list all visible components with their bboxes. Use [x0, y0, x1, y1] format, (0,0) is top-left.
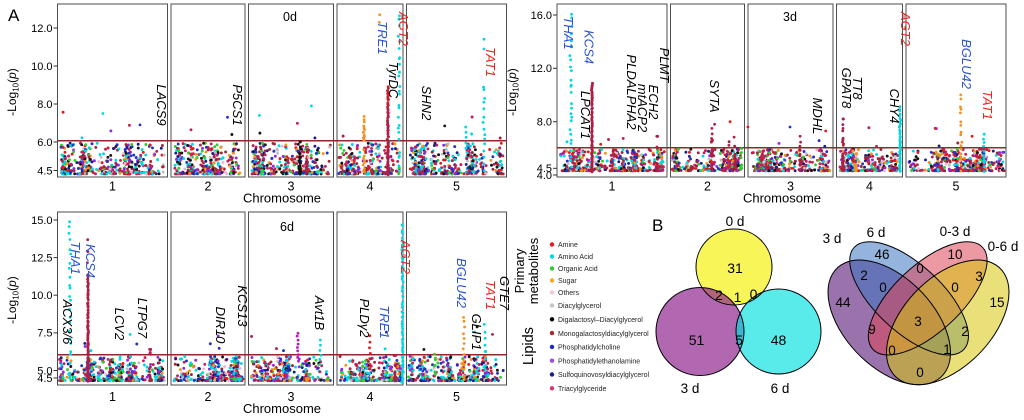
svg-text:10.0: 10.0	[31, 290, 52, 302]
svg-text:8.0: 8.0	[37, 99, 52, 111]
svg-text:TRE1: TRE1	[375, 21, 390, 54]
svg-text:3d: 3d	[783, 10, 797, 24]
svg-text:5: 5	[453, 180, 460, 194]
svg-text:2: 2	[205, 180, 212, 194]
svg-text:4.5: 4.5	[37, 373, 52, 385]
svg-text:AGT2: AGT2	[396, 11, 411, 47]
svg-text:4.5: 4.5	[537, 163, 552, 175]
svg-text:BGLU42: BGLU42	[959, 39, 974, 90]
svg-text:12.0: 12.0	[531, 63, 552, 75]
svg-text:7.5: 7.5	[37, 328, 52, 340]
svg-text:AGT2: AGT2	[898, 11, 913, 47]
svg-text:THA1: THA1	[561, 16, 576, 49]
svg-text:12.0: 12.0	[31, 23, 52, 35]
svg-text:4: 4	[866, 180, 873, 194]
svg-text:Chromosome: Chromosome	[743, 191, 821, 206]
svg-text:3: 3	[288, 180, 295, 194]
svg-text:10.0: 10.0	[31, 61, 52, 73]
svg-text:KCS4: KCS4	[582, 30, 597, 64]
svg-text:TyrDC: TyrDC	[386, 62, 401, 99]
svg-text:-Log10(p): -Log10(p)	[5, 68, 21, 116]
svg-text:6.0: 6.0	[37, 137, 52, 149]
svg-text:CHY4: CHY4	[887, 89, 902, 124]
svg-text:LPCAT1: LPCAT1	[578, 91, 593, 139]
svg-text:SHN2: SHN2	[419, 86, 434, 121]
svg-text:0d: 0d	[283, 10, 297, 24]
svg-text:16.0: 16.0	[531, 10, 552, 22]
svg-text:4.0: 4.0	[537, 170, 552, 182]
svg-text:PLMT: PLMT	[657, 48, 672, 84]
svg-text:LACS9: LACS9	[154, 84, 169, 125]
svg-text:Chromosome: Chromosome	[243, 191, 321, 206]
svg-text:TAT1: TAT1	[483, 47, 498, 77]
svg-text:15.0: 15.0	[31, 215, 52, 227]
svg-text:12.5: 12.5	[31, 252, 52, 264]
svg-text:1: 1	[109, 180, 116, 194]
svg-text:TAT1: TAT1	[980, 90, 995, 120]
svg-text:ECH2: ECH2	[646, 85, 661, 120]
svg-text:P5CS1: P5CS1	[230, 84, 245, 125]
svg-text:4.5: 4.5	[37, 165, 52, 177]
svg-text:5: 5	[953, 180, 960, 194]
svg-text:2: 2	[704, 180, 711, 194]
svg-text:-Log10(p): -Log10(p)	[505, 68, 521, 116]
svg-text:4: 4	[367, 180, 374, 194]
svg-text:8.0: 8.0	[537, 117, 552, 129]
svg-text:SYTA: SYTA	[707, 80, 722, 113]
svg-text:MDHL: MDHL	[810, 98, 825, 135]
svg-text:1: 1	[609, 180, 616, 194]
svg-text:TT8: TT8	[850, 76, 865, 100]
